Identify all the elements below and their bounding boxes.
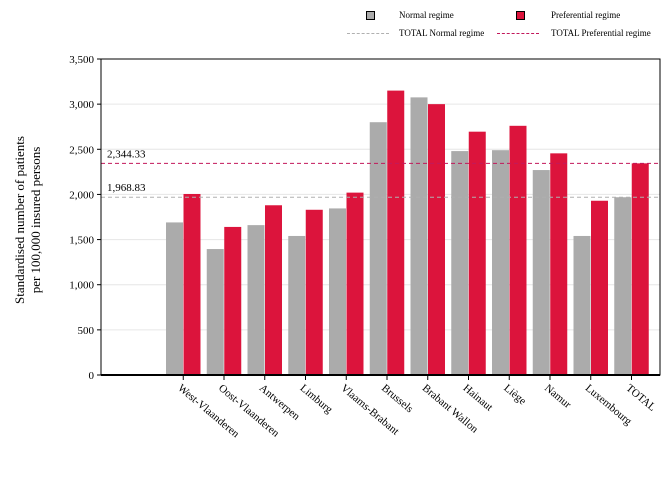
x-tick-label: Brussels xyxy=(379,382,415,415)
y-tick-label: 2,500 xyxy=(69,144,94,156)
x-tick-label: Hainaut xyxy=(461,382,495,414)
legend-label-total-preferential: TOTAL Preferential regime xyxy=(551,28,651,38)
legend-swatch-preferential xyxy=(516,11,525,20)
bar-normal xyxy=(329,208,346,375)
legend-line-total-normal xyxy=(347,33,389,34)
bar-preferential xyxy=(183,193,201,375)
bar-normal xyxy=(166,222,183,375)
y-tick-label: 500 xyxy=(78,325,95,337)
bar-preferential xyxy=(265,205,282,375)
bar-normal xyxy=(532,170,550,375)
legend-label-normal: Normal regime xyxy=(399,10,454,20)
x-tick-label: Namur xyxy=(542,382,573,411)
bar-normal xyxy=(614,197,632,375)
bar-preferential xyxy=(550,153,568,375)
bar-preferential xyxy=(591,200,608,375)
reference-line-label: 2,344.33 xyxy=(107,148,146,160)
bar-preferential xyxy=(305,209,323,375)
y-axis-label-line-1: Standardised number of patients xyxy=(12,136,27,304)
bar-normal xyxy=(573,235,591,375)
bar-preferential xyxy=(468,131,486,375)
y-axis-label-line-2: per 100,000 insured persons xyxy=(28,147,43,294)
y-tick-label: 3,500 xyxy=(69,54,94,66)
y-tick-label: 3,000 xyxy=(69,99,94,111)
bar-normal xyxy=(410,97,428,375)
bar-normal xyxy=(369,122,387,375)
bar-normal xyxy=(247,225,265,375)
bar-preferential xyxy=(509,125,527,375)
x-tick-label: TOTAL xyxy=(624,382,659,414)
axis-layer: 05001,0001,5002,0002,5003,0003,500West-V… xyxy=(69,54,661,441)
x-tick-label: Limburg xyxy=(298,382,335,416)
y-tick-label: 0 xyxy=(89,370,95,382)
bar-normal xyxy=(492,150,509,375)
y-tick-label: 2,000 xyxy=(69,189,94,201)
bar-preferential xyxy=(346,192,364,375)
reference-line-label: 1,968.83 xyxy=(107,182,146,194)
bar-normal xyxy=(288,235,306,375)
legend-line-total-preferential xyxy=(497,33,539,34)
bar-preferential xyxy=(631,163,649,375)
bar-preferential xyxy=(224,226,242,375)
legend-swatch-normal xyxy=(366,11,375,20)
bar-preferential xyxy=(387,90,405,375)
y-tick-label: 1,500 xyxy=(69,235,94,247)
bar-normal xyxy=(206,249,224,375)
bars-layer xyxy=(166,90,649,376)
legend-label-total-normal: TOTAL Normal regime xyxy=(399,28,485,38)
legend-label-preferential: Preferential regime xyxy=(551,10,621,20)
x-tick-label: Liège xyxy=(501,382,528,407)
bar-preferential xyxy=(428,104,445,376)
y-tick-label: 1,000 xyxy=(69,280,94,292)
bar-normal xyxy=(451,151,469,375)
reference-lines-layer: 1,968.83 2,344.33 xyxy=(101,148,660,198)
